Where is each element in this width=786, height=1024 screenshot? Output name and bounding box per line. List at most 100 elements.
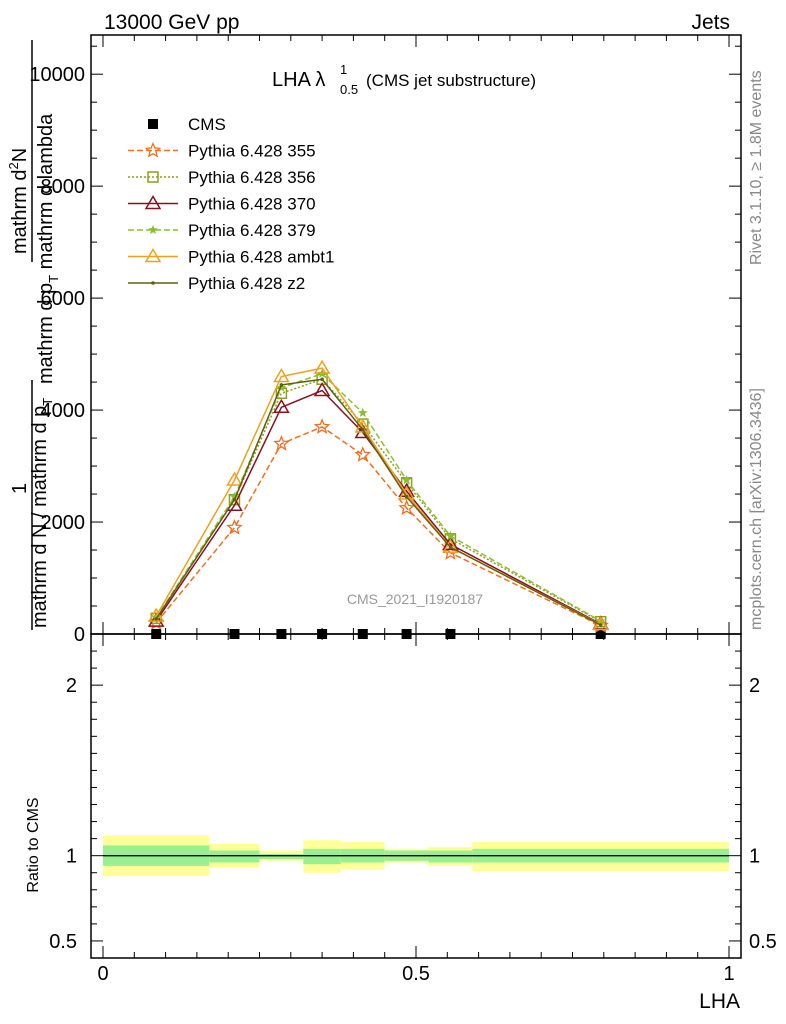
data-point <box>442 538 459 553</box>
data-point <box>273 398 290 414</box>
legend-marker <box>147 171 159 183</box>
data-point <box>226 471 243 486</box>
xtick-label: 1 <box>723 963 734 985</box>
legend-label: CMS <box>188 115 226 134</box>
legend: CMS Pythia 6.428 355 Pythia 6.428 356 Pythi… <box>128 115 334 293</box>
legend-item: Pythia 6.428 ambt1 <box>128 248 334 267</box>
data-point <box>313 359 331 374</box>
legend-marker <box>144 248 162 263</box>
legend-label: Pythia 6.428 ambt1 <box>188 248 334 267</box>
x-axis-label: LHA <box>699 990 740 1013</box>
ratio-inner-band <box>428 850 473 863</box>
series-line <box>155 426 602 627</box>
chart-title-main: LHA λ <box>272 69 325 91</box>
ylabel-normalisation: mathrm d N / mathrm d pT <box>29 398 55 628</box>
data-point <box>398 499 415 516</box>
series-6 <box>154 377 603 627</box>
ratio-frame <box>90 633 742 959</box>
data-point <box>313 381 331 397</box>
ylabel-num-c: N <box>9 148 31 162</box>
data-point <box>404 495 409 499</box>
ratio-inner-band <box>209 850 260 863</box>
ylabel-den-tail: mathrm d lambda <box>35 113 57 275</box>
legend-marker <box>144 141 162 158</box>
ylabel-norm: mathrm d N / mathrm d p <box>29 406 51 628</box>
ratio-ytick-label-right: 1 <box>749 846 760 868</box>
xtick-label: 0.5 <box>402 963 430 985</box>
mcplots-label: mcplots.cern.ch [arXiv:1306.3436] <box>748 388 765 630</box>
ratio-ytick-label: 0.5 <box>49 931 77 953</box>
series-line <box>155 378 602 626</box>
legend-label: Pythia 6.428 379 <box>188 221 316 240</box>
data-point <box>598 623 603 627</box>
series-line <box>155 372 602 622</box>
data-point <box>445 531 456 541</box>
data-point <box>401 475 412 485</box>
data-point <box>398 485 415 500</box>
legend-marker <box>148 119 158 129</box>
series-line <box>155 367 602 626</box>
data-point <box>360 427 365 432</box>
data-point <box>229 491 240 501</box>
main-ytick-label: 2000 <box>41 512 86 534</box>
legend-marker <box>144 195 162 210</box>
ylabel-norm-sub: T <box>40 398 55 406</box>
ylabel-denominator: mathrm d pT mathrm d lambda <box>35 113 61 384</box>
chart-title-sub: 0.5 <box>340 82 358 97</box>
chart-title: LHA λ 1 0.5 (CMS jet substructure) <box>272 62 536 97</box>
ratio-panel <box>103 835 729 877</box>
series-5 <box>147 359 609 631</box>
ylabel-one: 1 <box>9 483 31 494</box>
ratio-y-label: Ratio to CMS <box>25 797 42 892</box>
y-axis-label: mathrm d2N mathrm d pT mathrm d lambda 1… <box>6 40 61 630</box>
data-point <box>147 607 165 622</box>
ratio-inner-band <box>303 848 341 865</box>
main-ytick-label: 10000 <box>29 64 85 86</box>
rivet-label: Rivet 3.1.10, ≥ 1.8M events <box>748 70 765 265</box>
ylabel-numerator: mathrm d2N <box>6 148 31 254</box>
ratio-ytick-label-right: 0.5 <box>749 931 777 953</box>
legend-label: Pythia 6.428 z2 <box>188 274 305 293</box>
main-ytick-label: 4000 <box>41 400 86 422</box>
legend-label: Pythia 6.428 370 <box>188 195 316 214</box>
data-point <box>358 407 368 417</box>
data-point <box>273 367 290 383</box>
data-point <box>448 545 453 550</box>
legend-item: Pythia 6.428 355 <box>128 142 316 161</box>
legend-item: Pythia 6.428 z2 <box>128 274 305 293</box>
legend-marker <box>148 225 158 235</box>
ylabel-den: mathrm d p <box>35 283 57 384</box>
legend-marker <box>151 281 155 285</box>
chart-title-note: (CMS jet substructure) <box>366 71 536 90</box>
legend-item: Pythia 6.428 370 <box>128 195 316 214</box>
series-2 <box>150 373 607 628</box>
data-point <box>273 434 290 451</box>
ylabel-den-sub: T <box>46 275 61 283</box>
watermark: CMS_2021_I1920187 <box>347 591 483 607</box>
data-point <box>154 617 159 621</box>
legend-label: Pythia 6.428 356 <box>188 168 316 187</box>
ratio-ytick-label-right: 2 <box>749 675 760 697</box>
legend-item: Pythia 6.428 356 <box>128 168 316 187</box>
chart-title-sup: 1 <box>340 62 347 77</box>
ratio-inner-band <box>259 853 304 860</box>
main-panel: 0 2000 4000 6000 8000 10000 <box>29 34 742 646</box>
ylabel-num-a: mathrm d <box>9 170 31 254</box>
series-line <box>155 389 602 625</box>
ratio-ytick-label: 2 <box>66 675 77 697</box>
data-point <box>279 383 284 387</box>
main-ytick-label: 6000 <box>41 288 86 310</box>
legend-label: Pythia 6.428 355 <box>188 142 316 161</box>
data-point <box>147 612 165 627</box>
main-ytick-label: 0 <box>74 624 85 646</box>
data-point <box>320 377 324 382</box>
legend-item: CMS <box>148 115 226 134</box>
data-point <box>226 518 243 535</box>
data-point <box>354 446 372 462</box>
header-process: 13000 GeV pp <box>104 11 239 34</box>
data-point <box>232 497 237 502</box>
ratio-axes: 0.5 0.5 1 1 2 2 0 0.5 1 <box>49 633 777 985</box>
ylabel-num-b: 2 <box>6 162 21 169</box>
header-category: Jets <box>691 11 730 34</box>
